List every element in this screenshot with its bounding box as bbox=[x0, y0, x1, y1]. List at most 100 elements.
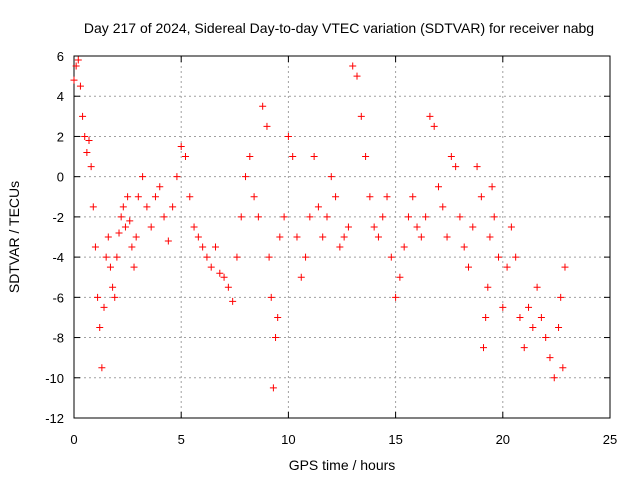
data-point bbox=[477, 193, 485, 201]
data-point bbox=[464, 263, 472, 271]
data-point bbox=[473, 163, 481, 171]
y-tick-label: -2 bbox=[52, 210, 64, 225]
data-point bbox=[190, 223, 198, 231]
data-point bbox=[349, 62, 357, 70]
data-point bbox=[126, 217, 134, 225]
data-point bbox=[139, 173, 147, 181]
data-point bbox=[89, 203, 97, 211]
data-point bbox=[143, 203, 151, 211]
data-point bbox=[426, 112, 434, 120]
data-point bbox=[297, 273, 305, 281]
data-point bbox=[306, 213, 314, 221]
data-point bbox=[434, 183, 442, 191]
data-point bbox=[550, 374, 558, 382]
data-point bbox=[224, 283, 232, 291]
data-point bbox=[102, 253, 110, 261]
data-point bbox=[323, 213, 331, 221]
data-point bbox=[83, 149, 91, 157]
data-point bbox=[379, 213, 387, 221]
data-point bbox=[488, 183, 496, 191]
data-point bbox=[484, 283, 492, 291]
data-point bbox=[439, 203, 447, 211]
y-axis: -12 -10 -8 -6 -4 -2 0 2 4 6 bbox=[45, 49, 610, 426]
data-point bbox=[181, 153, 189, 161]
data-point bbox=[132, 233, 140, 241]
data-point bbox=[289, 153, 297, 161]
data-point bbox=[100, 303, 108, 311]
data-point bbox=[370, 223, 378, 231]
data-point bbox=[169, 203, 177, 211]
data-point bbox=[280, 213, 288, 221]
data-point bbox=[319, 233, 327, 241]
data-point bbox=[537, 313, 545, 321]
data-point bbox=[456, 213, 464, 221]
data-point bbox=[400, 243, 408, 251]
data-point bbox=[430, 122, 438, 130]
data-point bbox=[117, 213, 125, 221]
data-point bbox=[85, 136, 93, 144]
data-point bbox=[520, 344, 528, 352]
x-tick-label: 15 bbox=[388, 432, 402, 447]
data-point bbox=[76, 82, 84, 90]
y-axis-label: SDTVAR / TECUs bbox=[6, 181, 22, 293]
chart-title: Day 217 of 2024, Sidereal Day-to-day VTE… bbox=[84, 20, 594, 36]
data-point bbox=[177, 143, 185, 150]
data-point bbox=[246, 153, 254, 161]
data-point bbox=[151, 193, 159, 201]
data-point bbox=[263, 122, 271, 130]
data-point bbox=[91, 243, 99, 251]
data-point bbox=[237, 213, 245, 221]
data-point bbox=[194, 233, 202, 241]
data-point bbox=[267, 293, 275, 301]
y-tick-label: -12 bbox=[45, 411, 64, 426]
data-point bbox=[512, 253, 520, 261]
data-point bbox=[250, 193, 258, 201]
data-point bbox=[422, 213, 430, 221]
data-point bbox=[254, 213, 262, 221]
data-point bbox=[516, 313, 524, 321]
data-point bbox=[392, 293, 400, 301]
data-point bbox=[284, 132, 292, 140]
data-point bbox=[81, 132, 89, 140]
data-point bbox=[417, 233, 425, 241]
data-point bbox=[302, 253, 310, 261]
data-point bbox=[121, 223, 129, 231]
data-point bbox=[529, 324, 537, 331]
data-point bbox=[413, 223, 421, 231]
data-point bbox=[276, 233, 284, 241]
data-point bbox=[113, 253, 121, 261]
data-point bbox=[269, 384, 277, 392]
data-point bbox=[362, 153, 370, 161]
data-point bbox=[404, 213, 412, 221]
data-point bbox=[353, 72, 361, 80]
data-point bbox=[366, 193, 374, 201]
data-point bbox=[499, 303, 507, 311]
y-tick-label: -6 bbox=[52, 290, 64, 305]
data-point bbox=[555, 324, 563, 331]
data-point bbox=[460, 243, 468, 251]
data-point bbox=[340, 233, 348, 241]
x-tick-label: 25 bbox=[603, 432, 617, 447]
data-point bbox=[130, 263, 138, 271]
data-point bbox=[293, 233, 301, 241]
data-point bbox=[79, 112, 87, 120]
data-point bbox=[443, 233, 451, 241]
data-point bbox=[469, 223, 477, 231]
data-point bbox=[173, 173, 181, 181]
data-point bbox=[409, 193, 417, 201]
data-point bbox=[332, 193, 340, 201]
data-point bbox=[383, 193, 391, 201]
y-tick-label: -10 bbox=[45, 371, 64, 386]
data-point bbox=[109, 283, 117, 291]
y-tick-label: 6 bbox=[57, 49, 64, 64]
data-point bbox=[546, 354, 554, 362]
x-tick-label: 0 bbox=[70, 432, 77, 447]
x-tick-label: 20 bbox=[496, 432, 510, 447]
data-point bbox=[229, 297, 237, 305]
data-point bbox=[387, 253, 395, 261]
data-point bbox=[104, 233, 112, 241]
data-point bbox=[94, 293, 102, 301]
data-point bbox=[507, 223, 515, 231]
data-point bbox=[525, 303, 533, 311]
data-point bbox=[128, 243, 136, 251]
